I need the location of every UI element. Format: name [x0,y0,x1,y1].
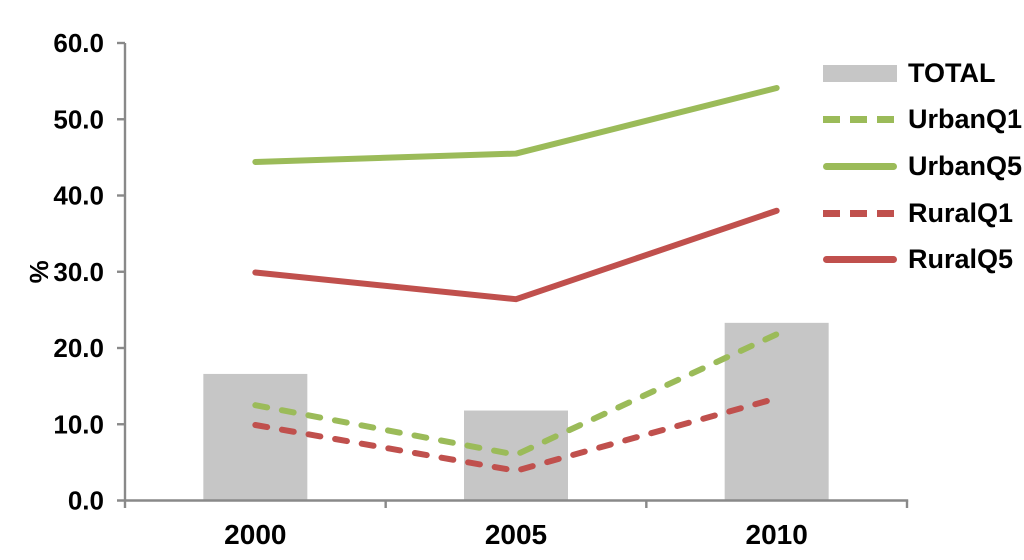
line-series-UrbanQ5 [252,84,780,165]
y-axis-title: % [24,260,54,283]
y-tick-label: 50.0 [53,104,104,134]
legend-item-ruralq1: RuralQ1 [823,190,1022,237]
legend-swatch-dashed-green-icon [823,116,897,124]
legend-label-total: TOTAL [908,57,996,88]
x-tick-label: 2010 [746,519,808,550]
bar-2005 [464,410,568,501]
x-tick-label: 2000 [224,519,286,550]
bar-2000 [203,373,308,501]
legend-swatch-bar-icon [823,64,897,82]
legend-label-ruralq5: RuralQ5 [908,244,1014,275]
legend-item-total: TOTAL [823,50,1022,97]
legend-swatch-solid-green-icon [823,162,897,170]
line-series-RuralQ5 [252,207,780,303]
legend-item-urbanq1: UrbanQ1 [823,97,1022,144]
y-tick-label: 60.0 [53,28,104,58]
legend-swatch-solid-red-icon [823,256,897,264]
line-series-RuralQ1 [252,395,780,474]
y-tick-label: 40.0 [53,181,104,211]
line-series-UrbanQ1 [252,331,780,458]
axis-labels: 0.0 10.0 20.0 30.0 40.0 50.0 60.0 2000 2005 2010% [24,28,808,550]
axes [117,41,909,508]
legend-item-urbanq5: UrbanQ5 [823,143,1022,190]
x-tick-label: 2005 [485,519,547,550]
legend-swatch-dashed-red-icon [823,209,897,217]
chart-legend: TOTAL UrbanQ1 UrbanQ5 RuralQ1 RuralQ5 [823,50,1022,283]
y-tick-label: 30.0 [53,257,104,287]
legend-label-urbanq1: UrbanQ1 [908,104,1023,135]
y-tick-label: 10.0 [53,409,104,439]
y-tick-label: 0.0 [68,486,104,516]
legend-item-ruralq5: RuralQ5 [823,236,1022,283]
legend-label-urbanq5: UrbanQ5 [908,150,1023,181]
legend-label-ruralq1: RuralQ1 [908,197,1014,228]
y-tick-label: 20.0 [53,333,104,363]
